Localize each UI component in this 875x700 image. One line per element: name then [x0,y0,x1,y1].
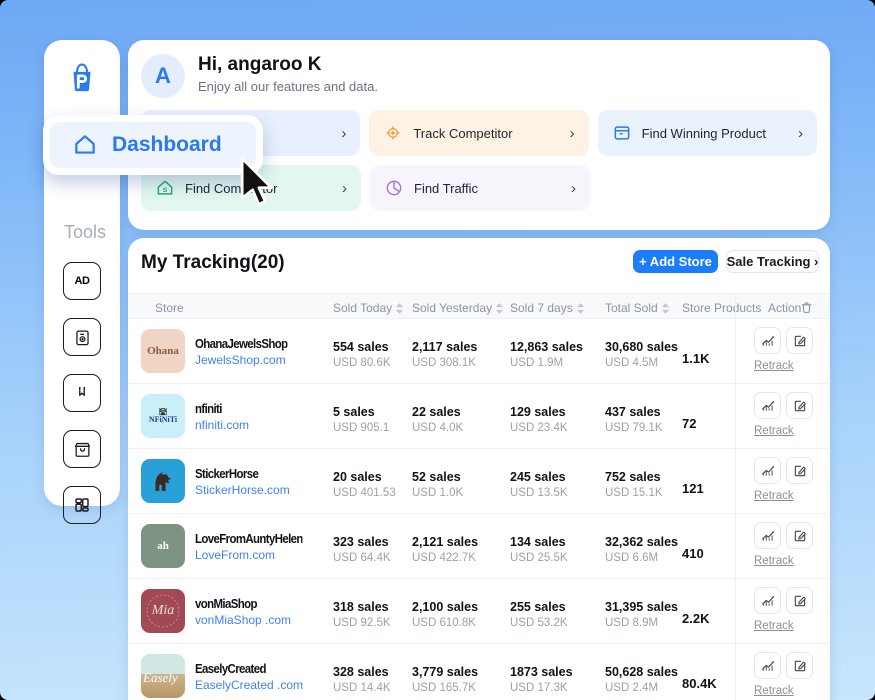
svg-text:S: S [163,187,168,194]
